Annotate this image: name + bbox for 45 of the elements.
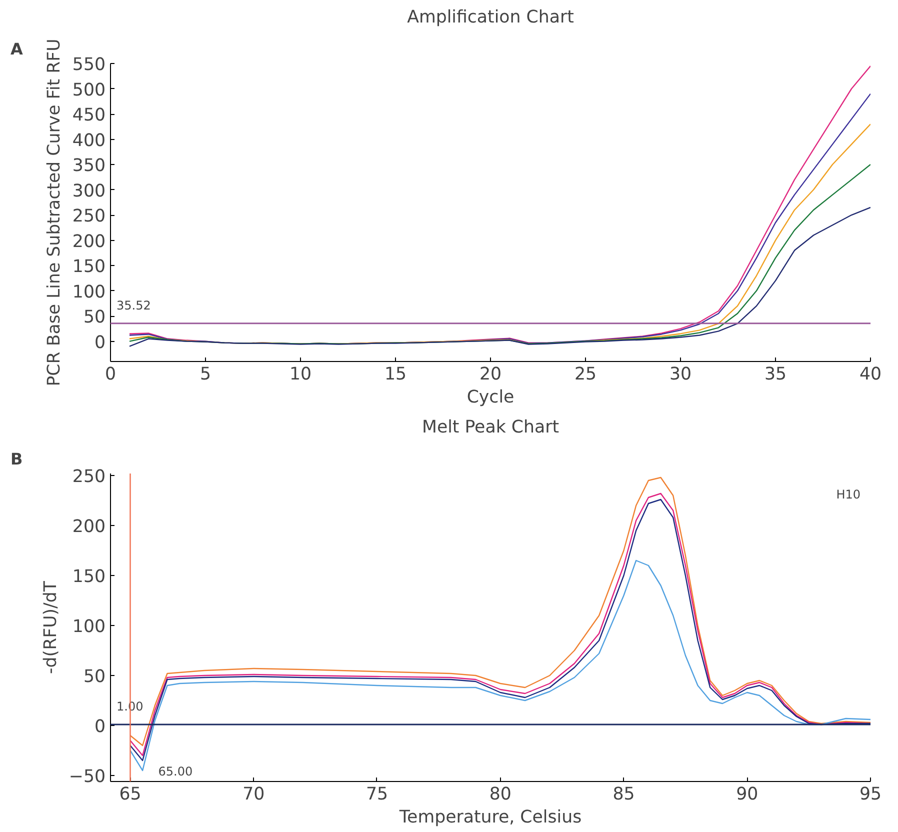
x-tick-label: 75 [366, 784, 388, 804]
y-tick-label: 100 [72, 282, 106, 302]
x-tick-label: 35 [764, 364, 787, 384]
annotation: H10 [836, 488, 861, 502]
x-tick-label: 95 [859, 784, 882, 804]
y-tick-label: 200 [72, 517, 106, 537]
x-tick-label: 5 [200, 364, 212, 384]
y-axis-title: PCR Base Line Subtracted Curve Fit RFU [44, 38, 64, 386]
x-tick-label: 85 [612, 784, 635, 804]
text: A [10, 40, 24, 58]
x-tick-label: 30 [669, 364, 692, 384]
chart-title: Amplification Chart [407, 8, 574, 28]
x-tick-label: 70 [242, 784, 265, 804]
chart-title: Melt Peak Chart [422, 418, 560, 438]
y-tick-label: 250 [72, 206, 106, 227]
x-tick-label: 90 [736, 784, 758, 804]
x-axis-title: Cycle [466, 388, 514, 408]
x-tick-label: 15 [384, 364, 407, 384]
ref-line-label: 65.00 [158, 764, 193, 778]
y-tick-label: 300 [72, 181, 106, 202]
y-tick-label: 550 [72, 55, 106, 75]
y-tick-label: 450 [72, 106, 106, 126]
y-axis-title: -d(RFU)/dT [40, 580, 61, 674]
y-tick-label: 100 [72, 617, 106, 637]
x-tick-label: 25 [574, 364, 597, 384]
text: B [10, 450, 23, 468]
y-tick-label: 150 [72, 567, 106, 587]
ref-line-label: 35.52 [116, 298, 151, 312]
y-tick-label: 150 [72, 257, 106, 278]
x-tick-label: 10 [289, 364, 312, 384]
x-axis-title: Temperature, Celsius [398, 808, 582, 828]
y-tick-label: 400 [72, 130, 106, 151]
y-tick-label: 50 [83, 667, 106, 687]
y-tick-label: −50 [68, 767, 106, 787]
x-tick-label: 40 [859, 364, 882, 384]
y-tick-label: 0 [94, 332, 106, 353]
x-tick-label: 20 [479, 364, 502, 384]
x-tick-label: 65 [119, 784, 142, 804]
x-tick-label: 80 [489, 784, 512, 804]
y-tick-label: 200 [72, 232, 106, 252]
y-tick-label: 250 [72, 467, 106, 487]
y-tick-label: 50 [83, 308, 106, 328]
y-tick-label: 500 [72, 80, 106, 100]
y-tick-label: 0 [94, 717, 106, 737]
y-tick-label: 350 [72, 156, 106, 176]
